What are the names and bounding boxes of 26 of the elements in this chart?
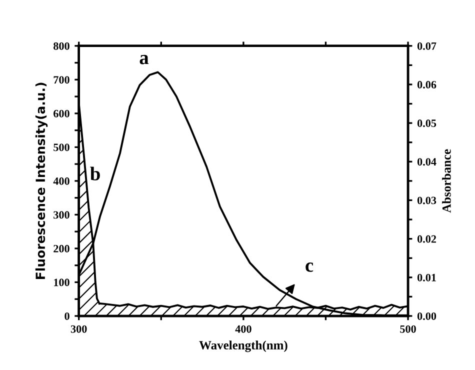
y-tick-label: 800 (54, 42, 70, 50)
y-axis-title: Fluorescence Intensity(a.u.) (35, 82, 48, 279)
y2-tick-label: 0.02 (417, 235, 436, 243)
y-tick-label: 100 (54, 278, 70, 286)
y-tick-label: 200 (54, 244, 70, 252)
y-tick-label: 500 (54, 144, 70, 152)
x-tick-label: 500 (400, 325, 416, 333)
y2-axis-title: Absorbance (442, 149, 451, 213)
y2-tick-label: 0.03 (417, 196, 436, 204)
y2-tick-label: 0.05 (417, 120, 436, 128)
annotation: a (140, 54, 149, 64)
y2-tick-label: 0.01 (417, 274, 436, 282)
y2-tick-label: 0.07 (417, 42, 436, 50)
annotation: c (306, 262, 314, 272)
y-tick-label: 300 (54, 211, 70, 219)
y2-tick-label: 0.04 (417, 158, 436, 166)
y-tick-label: 600 (54, 110, 70, 118)
x-tick-label: 400 (235, 325, 252, 333)
y2-tick-label: 0.06 (417, 80, 436, 88)
annotation: b (90, 166, 100, 180)
x-tick-label: 300 (70, 325, 87, 333)
y-tick-label: 0 (64, 312, 70, 320)
y2-tick-label: 0.00 (417, 312, 436, 320)
y-tick-label: 400 (53, 177, 70, 185)
x-axis-title: Wavelength(nm) (199, 340, 288, 352)
y-tick-label: 700 (54, 76, 70, 84)
